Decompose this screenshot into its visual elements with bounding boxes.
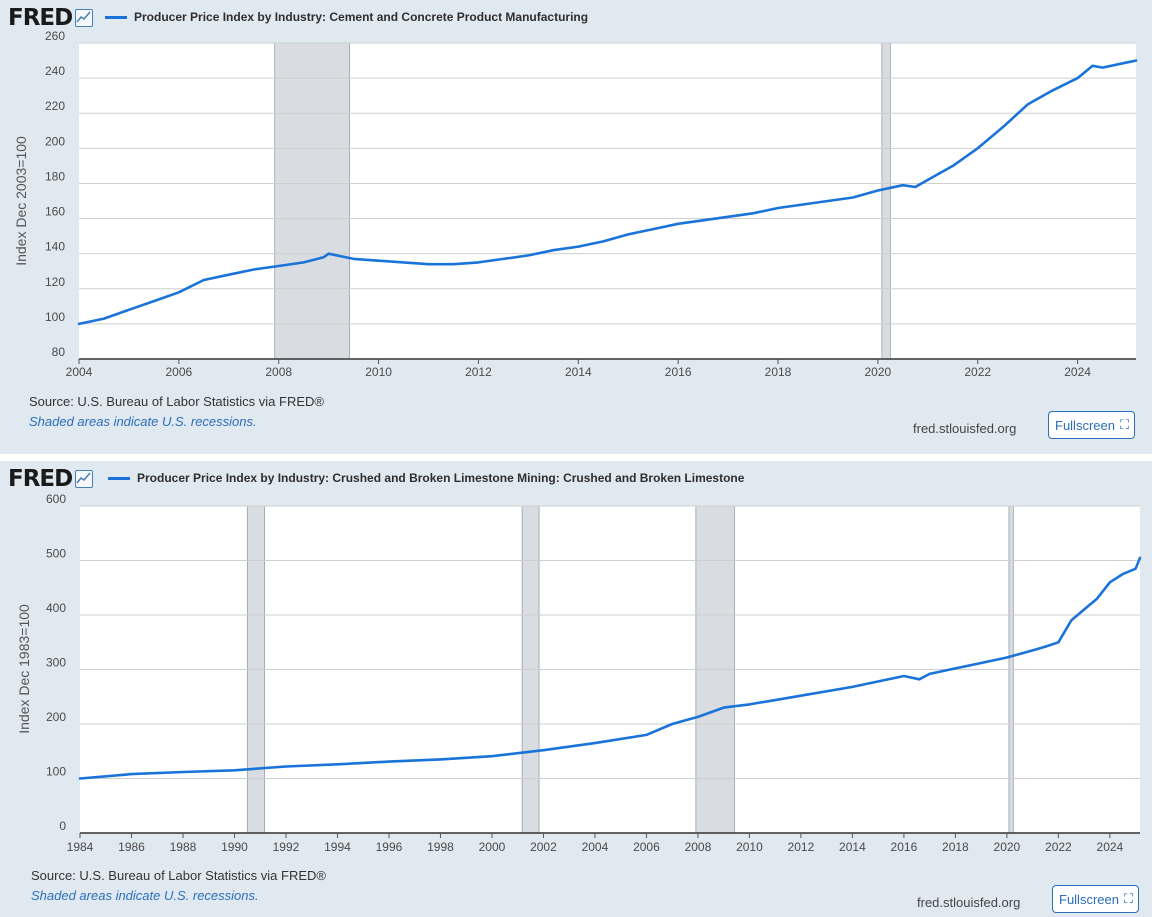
fullscreen-label: Fullscreen: [1059, 891, 1119, 907]
y-tick-label: 160: [45, 205, 65, 219]
series-line: [78, 556, 1142, 780]
chart-panel-limestone: FRED Producer Price Index by Industry: C…: [0, 461, 1152, 917]
y-tick-label: 200: [46, 710, 66, 724]
y-tick-label: 260: [45, 29, 65, 43]
y-tick-label: 240: [45, 64, 65, 78]
y-tick-label: 0: [59, 819, 66, 833]
x-tick-label: 2014: [565, 365, 592, 379]
x-tick-label: 2016: [665, 365, 692, 379]
fred-logo[interactable]: FRED: [8, 5, 94, 31]
fullscreen-icon: ⛶: [1119, 417, 1129, 432]
y-tick-label: 180: [45, 169, 65, 183]
x-tick-label: 2014: [839, 840, 866, 854]
x-tick-label: 1996: [376, 840, 403, 854]
legend-label: Producer Price Index by Industry: Crushe…: [137, 471, 745, 485]
x-tick-label: 2022: [1045, 840, 1072, 854]
y-tick-label: 120: [45, 275, 65, 289]
x-tick-label: 1988: [170, 840, 197, 854]
fred-logo[interactable]: FRED: [8, 466, 94, 492]
site-link[interactable]: fred.stlouisfed.org: [913, 421, 1017, 436]
x-tick-label: 2024: [1097, 840, 1124, 854]
y-tick-label: 140: [45, 240, 65, 254]
fullscreen-icon: ⛶: [1123, 891, 1133, 906]
plot-area: [79, 43, 1136, 359]
recession-note: Shaded areas indicate U.S. recessions.: [29, 414, 257, 429]
x-tick-label: 2018: [765, 365, 792, 379]
series-line: [77, 59, 1138, 326]
x-tick-label: 2002: [530, 840, 557, 854]
line-chart-limestone: 0 100 200 300 400 500 600 1984 1986 1988 1990 1992 1…: [16, 492, 1142, 854]
x-tick-label: 2008: [685, 840, 712, 854]
x-tick-label: 2020: [994, 840, 1021, 854]
y-tick-label: 100: [45, 310, 65, 324]
x-tick-label: 1998: [427, 840, 454, 854]
recession-note: Shaded areas indicate U.S. recessions.: [31, 888, 259, 903]
y-axis-title: Index Dec 2003=100: [13, 136, 29, 266]
fred-chart-icon: [75, 470, 94, 488]
x-tick-label: 2006: [166, 365, 193, 379]
chart-legend: Producer Price Index by Industry: Cement…: [105, 10, 588, 24]
x-tick-label: 1984: [67, 840, 94, 854]
y-tick-label: 80: [52, 345, 66, 359]
x-tick-label: 2022: [964, 365, 991, 379]
x-tick-label: 2012: [788, 840, 815, 854]
fullscreen-button[interactable]: Fullscreen ⛶: [1052, 885, 1140, 913]
y-tick-label: 400: [46, 601, 66, 615]
y-tick-label: 200: [45, 134, 65, 148]
chart-legend: Producer Price Index by Industry: Crushe…: [108, 471, 744, 485]
fred-logo-text: FRED: [8, 5, 73, 31]
y-tick-label: 500: [46, 547, 66, 561]
chart-panel-cement: FRED Producer Price Index by Industry: C…: [0, 0, 1152, 454]
x-tick-label: 2004: [66, 365, 93, 379]
x-tick-label: 2006: [633, 840, 660, 854]
legend-line-swatch: [108, 476, 130, 480]
x-tick-label: 2016: [891, 840, 918, 854]
x-tick-label: 2012: [465, 365, 492, 379]
line-chart-cement: 80 100 120 140 160 180 200 220 240 260 2004 2006 200…: [13, 29, 1138, 379]
fullscreen-label: Fullscreen: [1055, 417, 1115, 433]
y-tick-label: 300: [46, 656, 66, 670]
y-tick-label: 100: [46, 765, 66, 779]
recession-band: [274, 42, 351, 360]
y-axis-title: Index Dec 1983=100: [16, 604, 32, 734]
x-tick-label: 1992: [273, 840, 300, 854]
x-tick-label: 2008: [265, 365, 292, 379]
fred-chart-icon: [75, 9, 94, 27]
x-tick-label: 2018: [942, 840, 969, 854]
source-text: Source: U.S. Bureau of Labor Statistics …: [31, 868, 326, 883]
x-tick-label: 2004: [582, 840, 609, 854]
x-tick-label: 1990: [221, 840, 248, 854]
fullscreen-button[interactable]: Fullscreen ⛶: [1048, 411, 1136, 439]
y-tick-label: 220: [45, 99, 65, 113]
fred-logo-text: FRED: [8, 466, 73, 492]
y-tick-label: 600: [46, 492, 66, 506]
recession-band: [881, 42, 891, 360]
x-tick-label: 2010: [365, 365, 392, 379]
site-link[interactable]: fred.stlouisfed.org: [917, 895, 1021, 910]
x-tick-label: 1986: [118, 840, 145, 854]
x-tick-label: 2024: [1064, 365, 1091, 379]
x-tick-label: 2020: [865, 365, 892, 379]
x-tick-label: 2000: [479, 840, 506, 854]
x-tick-label: 2010: [736, 840, 763, 854]
legend-label: Producer Price Index by Industry: Cement…: [134, 10, 589, 24]
x-tick-label: 1994: [324, 840, 351, 854]
source-text: Source: U.S. Bureau of Labor Statistics …: [29, 394, 324, 409]
legend-line-swatch: [105, 15, 127, 19]
